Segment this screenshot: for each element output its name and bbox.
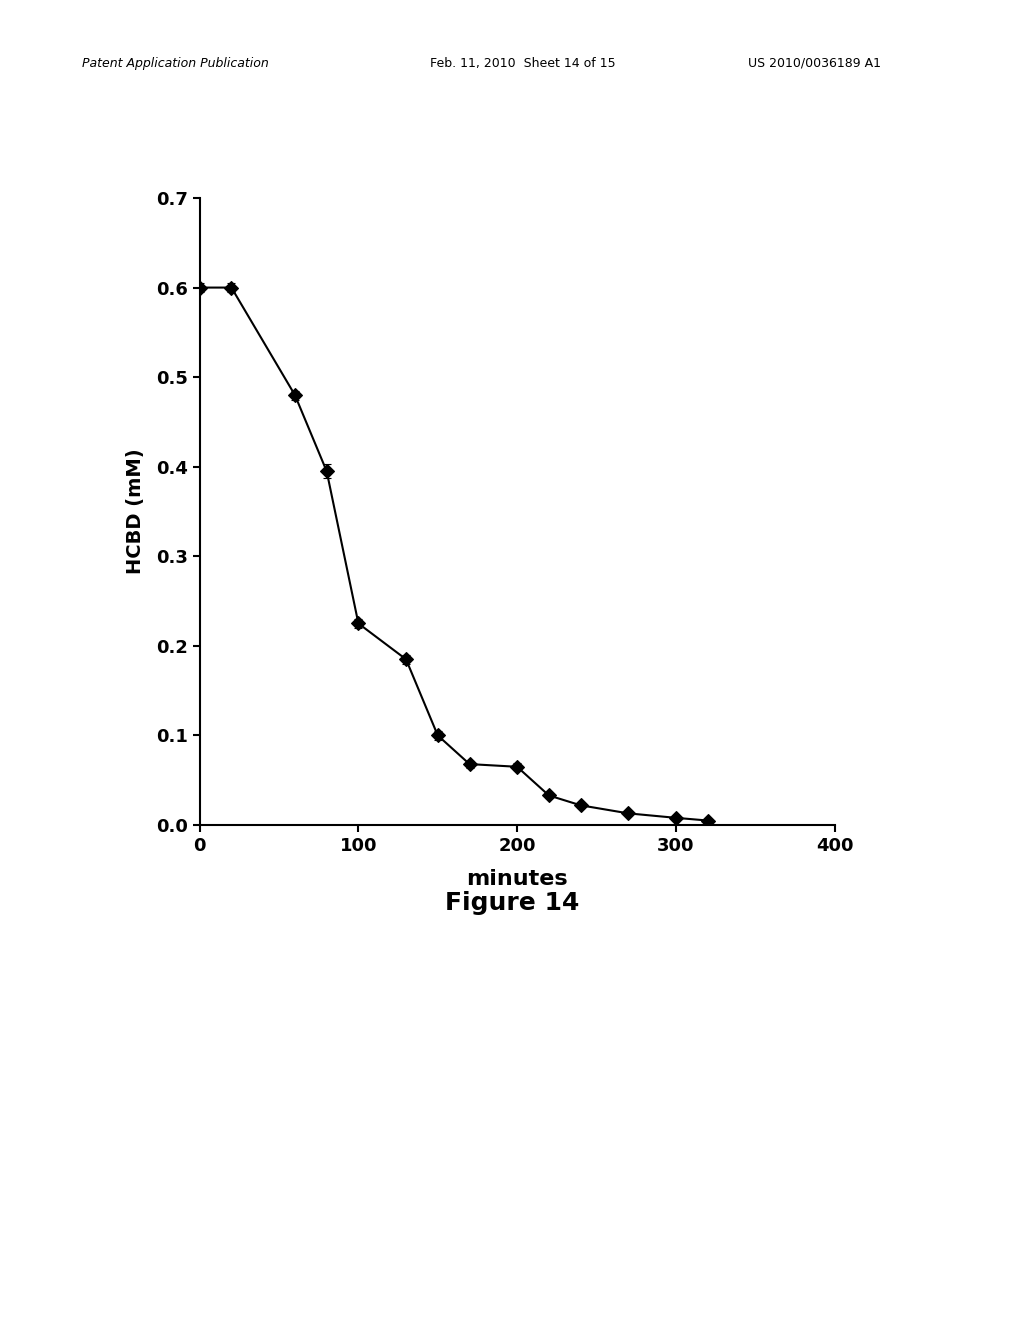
X-axis label: minutes: minutes bbox=[466, 869, 568, 888]
Text: US 2010/0036189 A1: US 2010/0036189 A1 bbox=[748, 57, 881, 70]
Text: Patent Application Publication: Patent Application Publication bbox=[82, 57, 268, 70]
Text: Feb. 11, 2010  Sheet 14 of 15: Feb. 11, 2010 Sheet 14 of 15 bbox=[430, 57, 615, 70]
Y-axis label: HCBD (mM): HCBD (mM) bbox=[126, 449, 144, 574]
Text: Figure 14: Figure 14 bbox=[444, 891, 580, 915]
